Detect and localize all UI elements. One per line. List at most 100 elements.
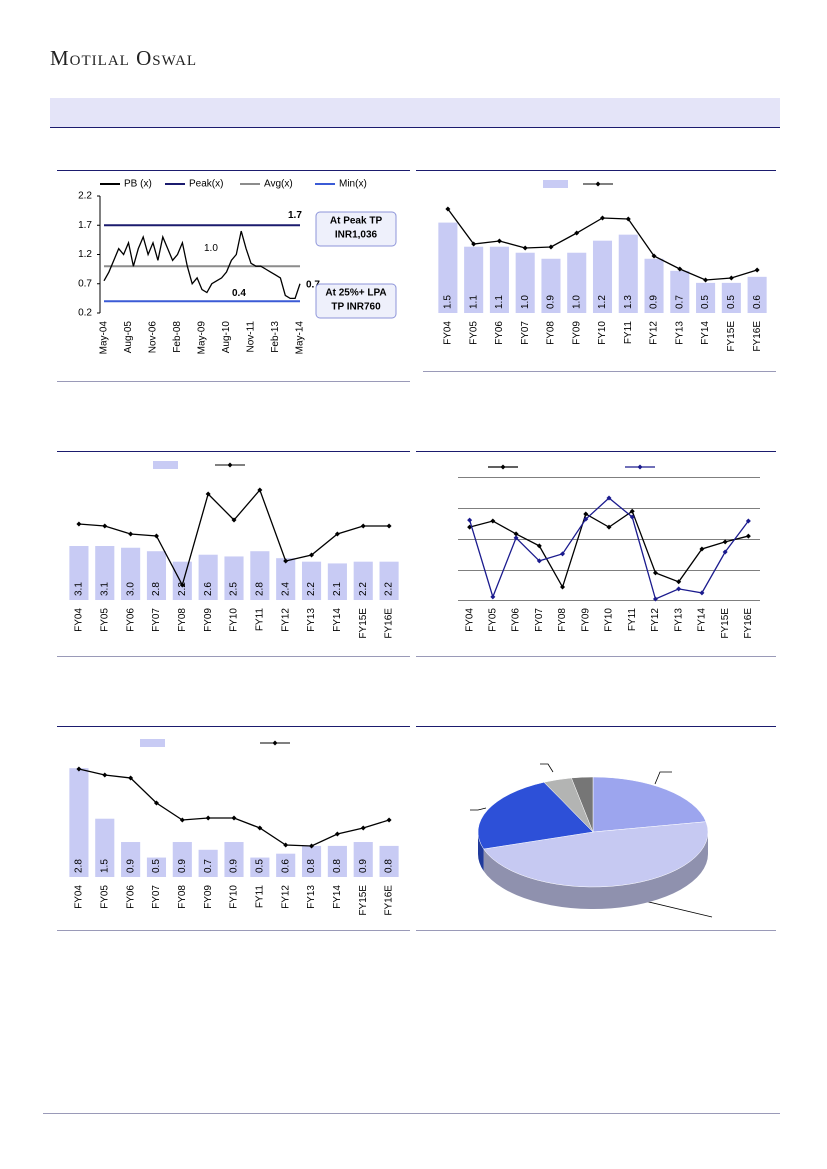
bar	[95, 546, 115, 600]
line-marker	[128, 531, 134, 537]
x-tick-label: FY12	[280, 885, 291, 909]
x-tick-label: FY08	[177, 608, 188, 632]
bar	[489, 246, 509, 313]
line-marker	[722, 539, 728, 545]
bar	[464, 246, 484, 313]
brand: Motilal Oswal	[50, 46, 197, 70]
bar	[721, 282, 741, 313]
line-marker	[471, 241, 477, 247]
min-label: 0.4	[232, 288, 246, 299]
x-tick-label: FY06	[511, 608, 522, 632]
legend-marker	[227, 462, 233, 468]
x-tick-label: FY13	[673, 608, 684, 632]
line-marker	[153, 533, 159, 539]
x-tick-label: FY15E	[358, 885, 369, 916]
x-tick-label: FY07	[520, 321, 531, 345]
line-marker	[445, 206, 451, 212]
x-tick-label: FY13	[306, 885, 317, 909]
line-marker	[703, 277, 709, 283]
annotation-box	[315, 283, 397, 319]
bar	[379, 845, 399, 877]
line-marker	[283, 842, 289, 848]
bar-value-label: 2.6	[203, 582, 214, 596]
bar	[198, 849, 218, 877]
line-marker	[699, 546, 705, 552]
slice-side	[478, 832, 484, 871]
bar-value-label: 2.2	[358, 582, 369, 596]
legend-label: Min(x)	[339, 179, 367, 190]
x-tick-label: FY15E	[720, 608, 731, 639]
x-tick-label: FY09	[580, 608, 591, 632]
bar	[172, 842, 192, 877]
line-marker	[513, 535, 519, 541]
x-tick-label: FY13	[306, 608, 317, 632]
x-tick-label: FY05	[468, 321, 479, 345]
y-tick-label: 2.2	[78, 191, 92, 202]
x-tick-label: May-14	[295, 321, 306, 355]
line-marker	[76, 766, 82, 772]
line-marker	[231, 517, 237, 523]
line-marker	[629, 508, 635, 514]
line-marker	[467, 517, 473, 523]
line-marker	[205, 491, 211, 497]
bar	[172, 561, 192, 600]
line-marker	[283, 558, 289, 564]
line-marker	[386, 523, 392, 529]
bar	[250, 857, 270, 877]
line-marker	[745, 518, 751, 524]
x-tick-label: FY11	[254, 608, 265, 632]
x-tick-label: FY10	[597, 321, 608, 345]
line-marker	[490, 594, 496, 600]
bar	[515, 252, 535, 313]
x-tick-label: FY15E	[358, 608, 369, 639]
bar	[121, 842, 141, 877]
line-marker	[513, 531, 519, 537]
legend-marker	[272, 740, 278, 746]
legend-label: Peak(x)	[189, 179, 223, 190]
x-tick-label: FY09	[203, 608, 214, 632]
bar	[670, 270, 690, 313]
bar	[224, 842, 244, 877]
bar	[353, 842, 373, 877]
line-marker	[153, 800, 159, 806]
bar	[224, 556, 244, 600]
bar-value-label: 1.1	[494, 295, 505, 309]
y-tick-label: 0.2	[78, 308, 92, 319]
bar	[592, 240, 613, 313]
bar-value-label: 3.1	[99, 582, 110, 596]
bar-value-label: 2.2	[177, 582, 188, 596]
line-marker	[102, 523, 108, 529]
line-marker	[560, 584, 566, 590]
x-tick-label: FY16E	[752, 321, 763, 352]
x-tick-label: FY12	[650, 608, 661, 632]
bar	[121, 547, 141, 600]
x-tick-label: FY10	[604, 608, 615, 632]
x-tick-label: FY11	[254, 885, 265, 909]
grid-lines	[458, 477, 760, 601]
peak-label: 1.7	[288, 210, 302, 221]
bar	[327, 845, 347, 877]
line-marker	[334, 531, 340, 537]
line	[103, 230, 301, 300]
bar-value-label: 0.6	[752, 295, 763, 309]
line-marker	[625, 216, 631, 222]
bar-value-label: 0.9	[177, 859, 188, 873]
x-tick-label: FY16E	[384, 608, 395, 639]
line-marker	[651, 253, 657, 259]
bar	[327, 563, 347, 600]
line-marker	[536, 558, 542, 564]
line-marker	[257, 825, 263, 831]
legend-label: Avg(x)	[264, 179, 293, 190]
line-marker	[745, 533, 751, 539]
slice	[592, 776, 707, 833]
bar-value-label: 2.2	[384, 582, 395, 596]
bar	[541, 258, 561, 313]
line	[78, 768, 390, 847]
y-tick-label: 1.7	[78, 220, 92, 231]
x-tick-label: FY08	[557, 608, 568, 632]
line-marker	[490, 518, 496, 524]
section-band	[50, 98, 780, 127]
bar	[301, 845, 322, 877]
bar-value-label: 3.1	[74, 582, 85, 596]
